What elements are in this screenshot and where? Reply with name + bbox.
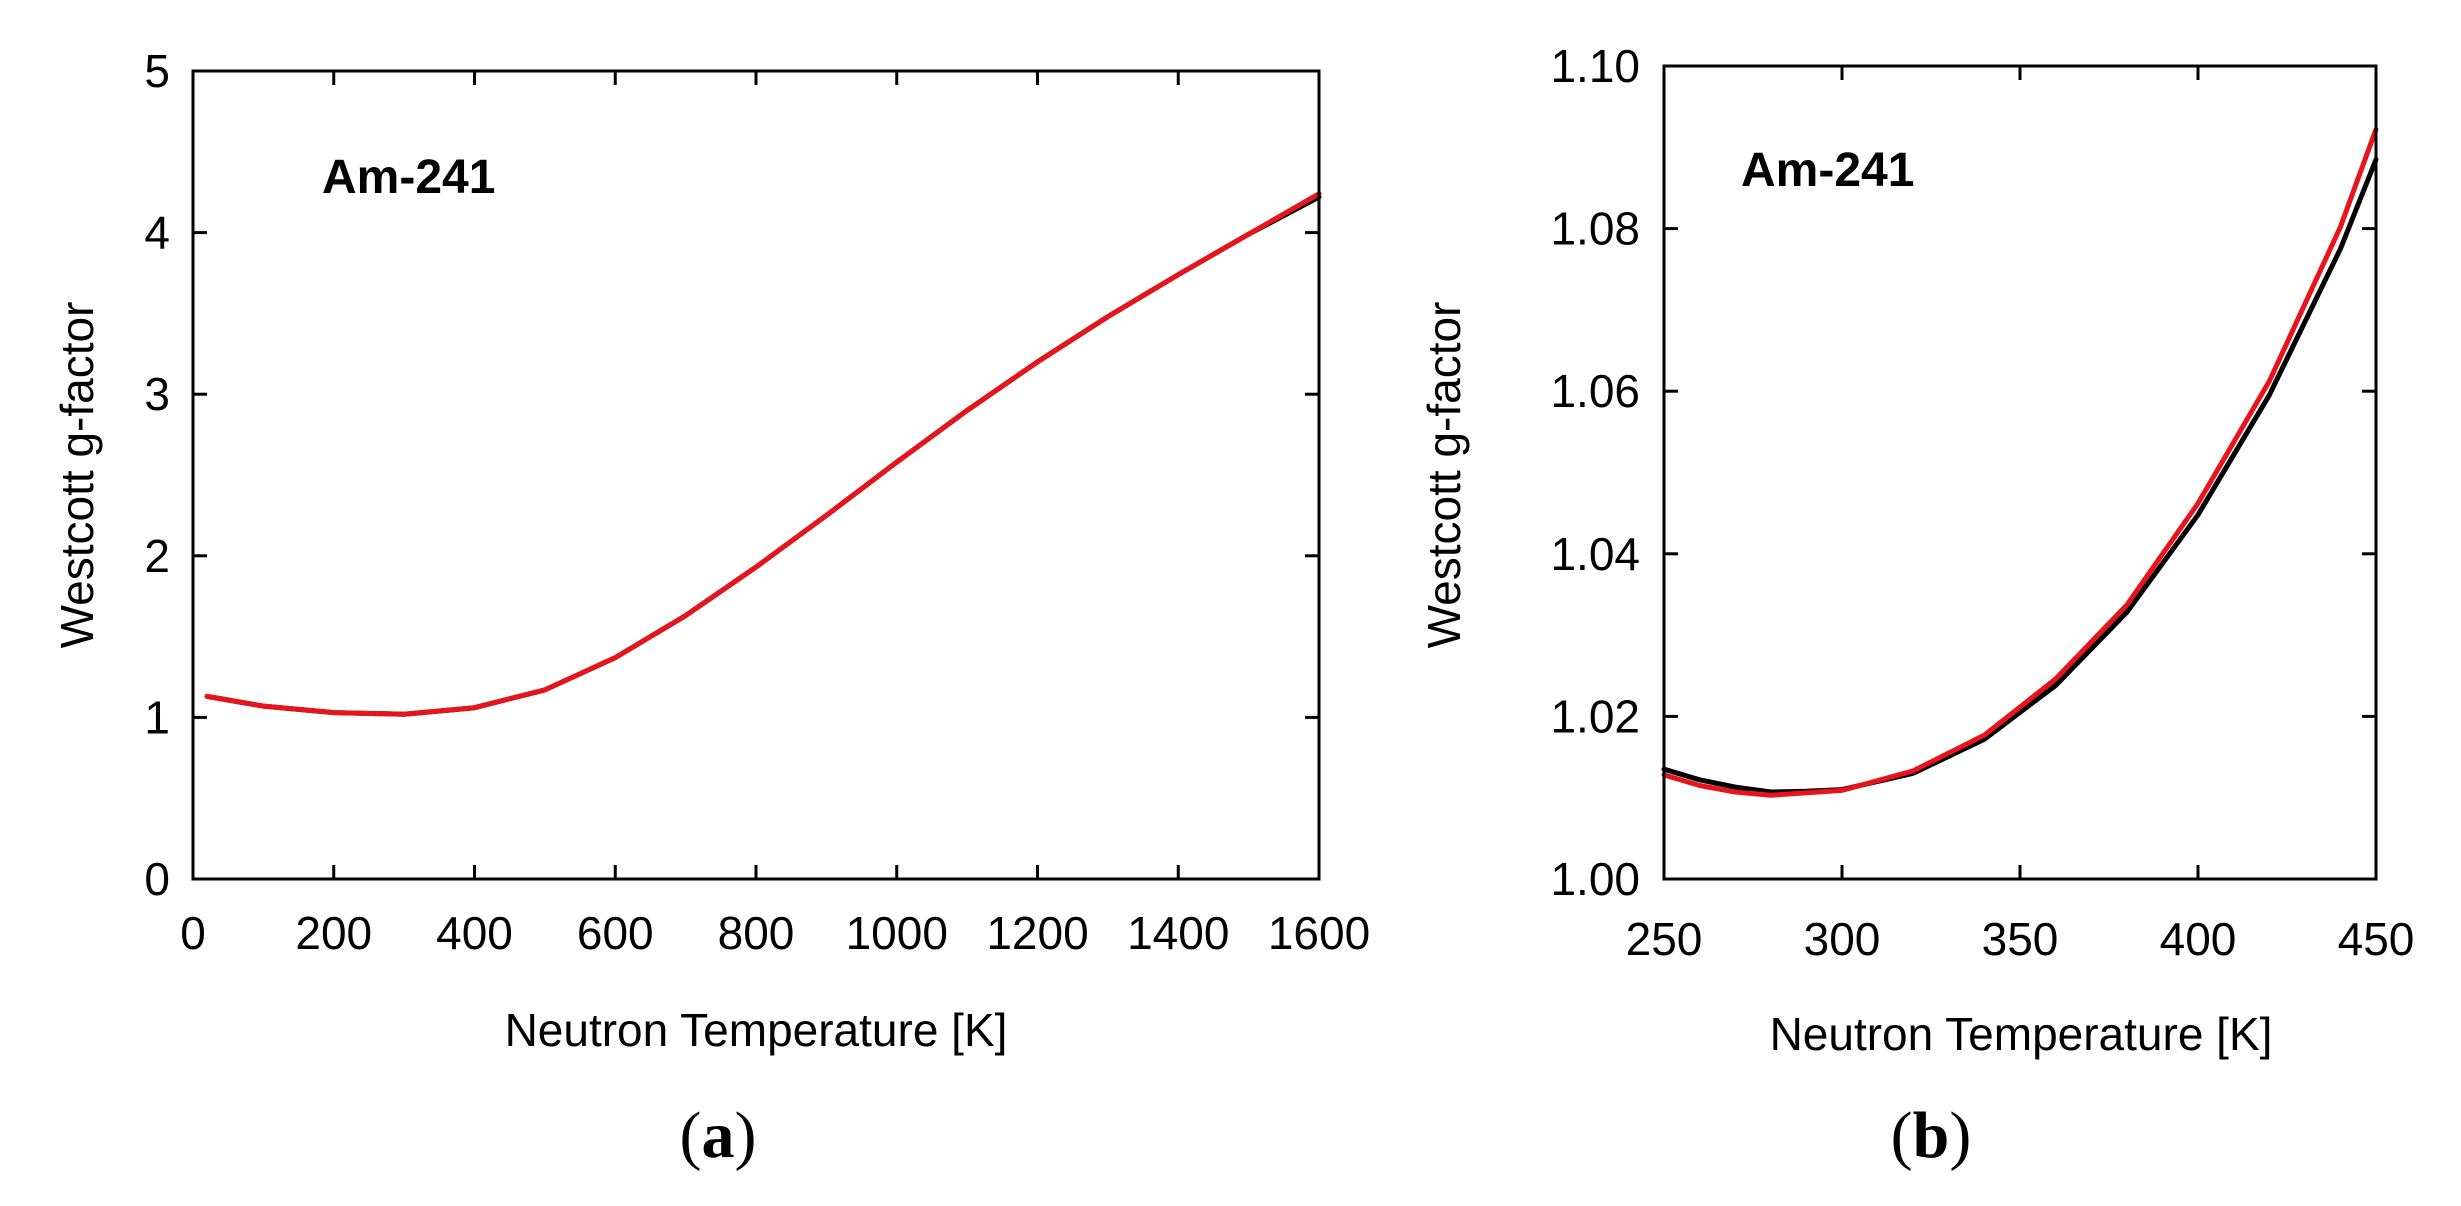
panel-a-label-letter: a — [702, 1099, 735, 1172]
panel-b-x-tick-label: 400 — [2160, 913, 2237, 965]
panel-a: 0 200 400 600 800 1000 1200 1400 1600 0 1 2 3 4 5 Am-2… — [51, 45, 1370, 1172]
panel-b-ticks: 250 300 350 400 450 1.00 1.02 1.04 1.06 1.08 1.10 — [1550, 40, 2414, 965]
panel-a-x-axis-label: Neutron Temperature [K] — [505, 1004, 1008, 1056]
panel-a-x-tick-label: 1600 — [1268, 907, 1370, 959]
panel-b-x-tick-label: 450 — [2338, 913, 2415, 965]
panel-a-x-tick-label: 800 — [718, 907, 795, 959]
panel-a-y-tick-label: 5 — [144, 45, 170, 97]
panel-b-label-letter: b — [1913, 1099, 1950, 1172]
panel-a-annotation: Am-241 — [322, 151, 495, 204]
panel-b-y-tick-label: 1.08 — [1550, 203, 1640, 255]
panel-a-ticks: 0 200 400 600 800 1000 1200 1400 1600 0 1 2 3 4 5 — [144, 45, 1370, 959]
panel-a-y-tick-label: 3 — [144, 368, 170, 420]
panel-a-y-tick-label: 4 — [144, 207, 170, 259]
panel-a-x-tick-label: 1200 — [986, 907, 1088, 959]
panel-b-x-axis-label: Neutron Temperature [K] — [1770, 1008, 2273, 1060]
panel-b-series-red-line — [1661, 126, 2379, 798]
panel-b-y-tick-label: 1.04 — [1550, 528, 1640, 580]
panel-b-label: (b) — [1891, 1099, 1972, 1172]
panel-a-x-tick-label: 600 — [577, 907, 654, 959]
panel-b-x-tick-label: 350 — [1982, 913, 2059, 965]
panel-b-x-tick-label: 300 — [1804, 913, 1881, 965]
panel-a-x-tick-label: 1400 — [1127, 907, 1229, 959]
panel-a-label: (a) — [680, 1099, 757, 1172]
panel-b-annotation: Am-241 — [1741, 144, 1914, 197]
panel-b-series-black-line — [1661, 157, 2379, 795]
panel-a-y-tick-label: 0 — [144, 853, 170, 905]
panel-a-series-red-line — [204, 191, 1322, 717]
panel-a-x-tick-label: 400 — [436, 907, 513, 959]
panel-a-y-axis-label: Westcott g-factor — [51, 302, 103, 649]
panel-a-x-tick-label: 0 — [180, 907, 206, 959]
panel-a-x-tick-label: 200 — [295, 907, 372, 959]
panel-b-x-tick-label: 250 — [1626, 913, 1703, 965]
panel-a-y-tick-label: 1 — [144, 691, 170, 743]
panel-a-series — [204, 191, 1322, 717]
panel-a-series-black-line — [204, 194, 1322, 717]
panel-b: 250 300 350 400 4501.001.021.041.061.081.10 … — [1418, 40, 2414, 1172]
panel-b-y-axis-label: Westcott g-factor — [1418, 302, 1470, 649]
panel-a-y-tick-label: 2 — [144, 530, 170, 582]
panel-b-y-tick-label: 1.10 — [1550, 40, 1640, 92]
panel-b-y-tick-label: 1.06 — [1550, 365, 1640, 417]
panel-b-y-tick-label: 1.02 — [1550, 690, 1640, 742]
panel-a-x-tick-label: 1000 — [846, 907, 948, 959]
panel-b-y-tick-label: 1.00 — [1550, 853, 1640, 905]
panel-b-series — [1661, 126, 2379, 798]
